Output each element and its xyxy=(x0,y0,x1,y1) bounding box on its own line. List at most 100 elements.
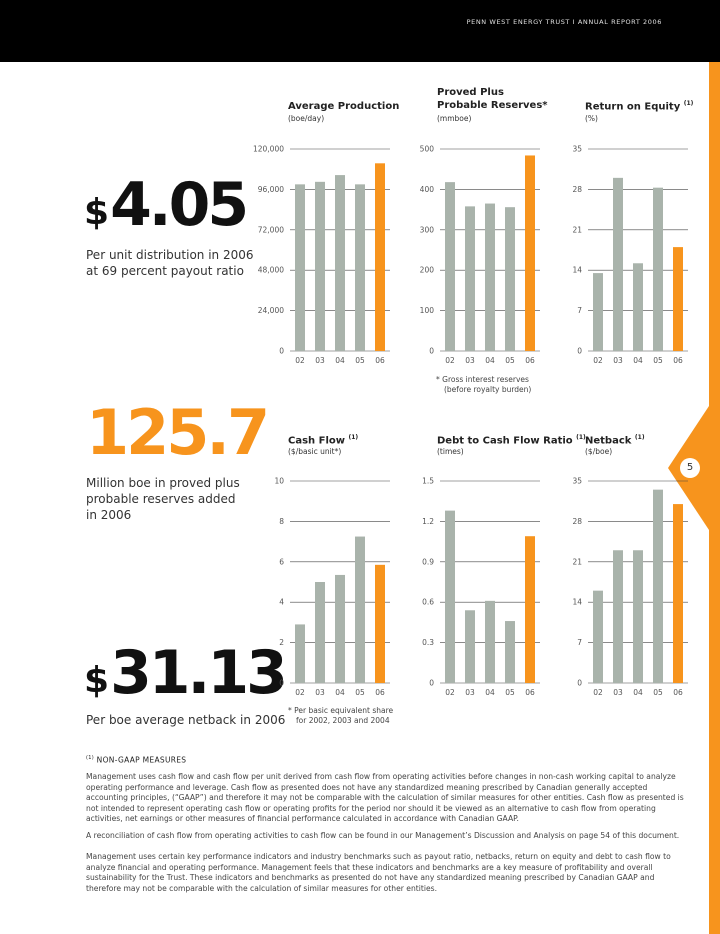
y-tick-label: 0.9 xyxy=(422,557,434,566)
bar xyxy=(673,247,683,351)
y-tick-label: 21 xyxy=(572,557,582,566)
bar xyxy=(335,574,345,683)
x-tick-label: 04 xyxy=(633,688,643,697)
chart-unit: ($/basic unit*) xyxy=(288,447,342,456)
dollar-sign: $ xyxy=(84,192,110,233)
y-tick-label: 35 xyxy=(572,145,582,154)
distribution-caption: Per unit distribution in 2006 at 69 perc… xyxy=(86,247,254,279)
y-tick-label: 21 xyxy=(572,225,582,234)
bar xyxy=(295,624,305,683)
x-tick-label: 04 xyxy=(485,356,495,365)
bar xyxy=(633,550,643,683)
x-tick-label: 03 xyxy=(613,688,623,697)
bar xyxy=(355,536,365,683)
chart-title-average-production: Average Production xyxy=(288,101,400,112)
chart-return-on-equity: 0 7 14 21 28 35 02 03 04 05 06 xyxy=(572,145,688,365)
x-tick-label: 04 xyxy=(335,688,345,697)
bar xyxy=(355,184,365,351)
bar xyxy=(505,207,515,351)
y-tick-label: 100 xyxy=(420,306,435,315)
bar xyxy=(315,582,325,683)
bar xyxy=(653,489,663,683)
x-tick-label: 03 xyxy=(315,356,325,365)
bar xyxy=(445,182,455,351)
chart-unit: (boe/day) xyxy=(288,114,325,123)
y-tick-label: 400 xyxy=(420,185,435,194)
chart-title-reserves: Proved Plus Probable Reserves* xyxy=(437,87,548,111)
y-tick-label: 4 xyxy=(279,598,284,607)
y-tick-label: 28 xyxy=(572,185,582,194)
y-tick-label: 14 xyxy=(572,266,582,275)
x-tick-label: 02 xyxy=(295,688,305,697)
distribution-amount: 4.05 xyxy=(110,170,249,240)
x-tick-label: 03 xyxy=(315,688,325,697)
reserves-caption: Million boe in proved plus probable rese… xyxy=(86,475,240,523)
x-tick-label: 02 xyxy=(445,688,455,697)
y-tick-label: 72,000 xyxy=(258,225,284,234)
y-tick-label: 1.5 xyxy=(422,477,434,486)
bar xyxy=(525,155,535,351)
x-tick-label: 04 xyxy=(633,356,643,365)
x-tick-label: 06 xyxy=(525,356,535,365)
x-tick-label: 05 xyxy=(653,688,663,697)
x-tick-label: 02 xyxy=(593,688,603,697)
caption-line: probable reserves added xyxy=(86,492,236,506)
y-tick-label: 8 xyxy=(279,517,284,526)
bar xyxy=(315,181,325,351)
bar xyxy=(465,610,475,683)
x-tick-label: 05 xyxy=(653,356,663,365)
x-tick-label: 05 xyxy=(505,688,515,697)
netback-amount: 31.13 xyxy=(110,638,288,708)
x-tick-label: 06 xyxy=(673,688,683,697)
bar xyxy=(525,536,535,683)
chart-reserves: 0 100 200 300 400 500 02 03 04 05 06 xyxy=(420,145,540,365)
chart-title-debt-to-cash-flow: Debt to Cash Flow Ratio (1) xyxy=(437,434,586,447)
bar xyxy=(613,550,623,683)
caption-line: Per unit distribution in 2006 xyxy=(86,248,254,262)
caption-line: in 2006 xyxy=(86,508,132,522)
x-tick-label: 05 xyxy=(505,356,515,365)
chart-average-production: 0 24,000 48,000 72,000 96,000 120,000 02 03 04 05… xyxy=(253,145,390,365)
chart-unit: ($/boe) xyxy=(585,447,613,456)
y-tick-label: 300 xyxy=(420,225,435,234)
y-tick-label: 1.2 xyxy=(422,517,434,526)
x-tick-label: 06 xyxy=(525,688,535,697)
bar xyxy=(633,263,643,351)
x-tick-label: 02 xyxy=(445,356,455,365)
caption-line: Million boe in proved plus xyxy=(86,476,240,490)
y-tick-label: 0 xyxy=(279,679,284,688)
caption-line: Per boe average netback in 2006 xyxy=(86,713,286,727)
x-tick-label: 06 xyxy=(375,356,385,365)
bar xyxy=(445,510,455,683)
y-tick-label: 48,000 xyxy=(258,266,284,275)
y-tick-label: 0 xyxy=(429,347,434,356)
bar xyxy=(505,621,515,683)
y-tick-label: 96,000 xyxy=(258,185,284,194)
y-tick-label: 7 xyxy=(577,638,582,647)
x-tick-label: 03 xyxy=(465,356,475,365)
y-tick-label: 10 xyxy=(274,477,284,486)
x-tick-label: 05 xyxy=(355,688,365,697)
x-tick-label: 03 xyxy=(613,356,623,365)
y-tick-label: 0 xyxy=(279,347,284,356)
cash-flow-footnote: * Per basic equivalent share for 2002, 2… xyxy=(288,706,394,725)
y-tick-label: 0 xyxy=(577,679,582,688)
chart-title-return-on-equity: Return on Equity (1) xyxy=(585,100,694,113)
x-tick-label: 05 xyxy=(355,356,365,365)
bar xyxy=(375,163,385,351)
running-title: PENN WEST ENERGY TRUST I ANNUAL REPORT 2… xyxy=(466,18,662,26)
bar xyxy=(375,564,385,683)
caption-line: at 69 percent payout ratio xyxy=(86,264,244,278)
x-tick-label: 06 xyxy=(673,356,683,365)
x-tick-label: 02 xyxy=(593,356,603,365)
y-tick-label: 35 xyxy=(572,477,582,486)
chart-unit: (times) xyxy=(437,447,464,456)
highlight-netback-value: $31.13 xyxy=(84,638,288,708)
chart-title-cash-flow: Cash Flow (1) xyxy=(288,434,359,447)
y-tick-label: 0.3 xyxy=(422,638,434,647)
chart-unit: (%) xyxy=(585,114,598,123)
reserves-footnote: * Gross interest reserves (before royalt… xyxy=(436,375,532,394)
y-tick-label: 24,000 xyxy=(258,306,284,315)
x-tick-label: 06 xyxy=(375,688,385,697)
